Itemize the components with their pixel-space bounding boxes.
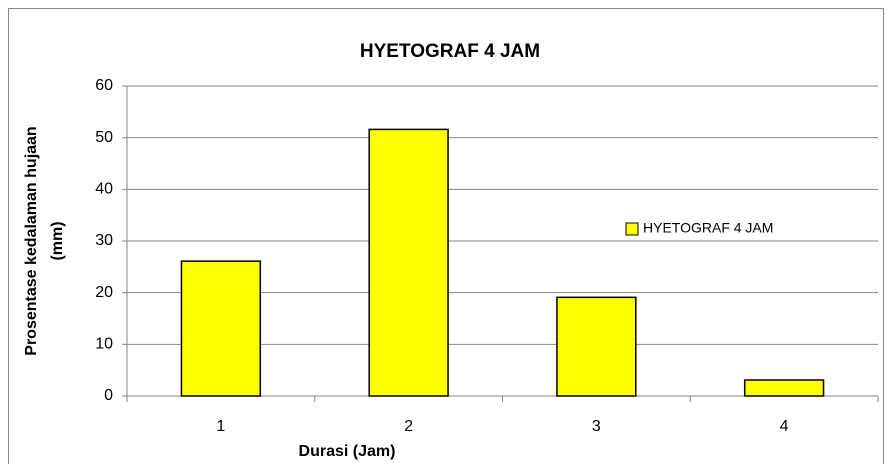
bar — [180, 260, 262, 397]
y-axis-label: Prosentase kedalaman hujaan — [23, 126, 40, 355]
chart-title: HYETOGRAF 4 JAM — [360, 41, 540, 62]
bar — [556, 296, 637, 397]
y-tick-label: 0 — [104, 387, 113, 404]
x-tick-label: 1 — [216, 418, 225, 435]
y-tick-label: 30 — [95, 232, 113, 249]
x-axis-label: Durasi (Jam) — [299, 443, 396, 460]
y-tick-label: 60 — [95, 77, 113, 94]
y-tick-label: 50 — [95, 129, 113, 146]
y-tick-label: 40 — [95, 181, 113, 198]
y-tick-label: 20 — [95, 284, 113, 301]
y-tick-label: 10 — [95, 336, 113, 353]
bar — [743, 379, 825, 397]
bar — [368, 128, 449, 397]
legend-swatch — [625, 222, 639, 236]
x-tick-label: 2 — [404, 418, 413, 435]
x-tick-label: 3 — [592, 418, 601, 435]
legend-label: HYETOGRAF 4 JAM — [643, 220, 773, 236]
y-axis-label: (mm) — [49, 221, 66, 260]
x-tick-label: 4 — [780, 418, 789, 435]
